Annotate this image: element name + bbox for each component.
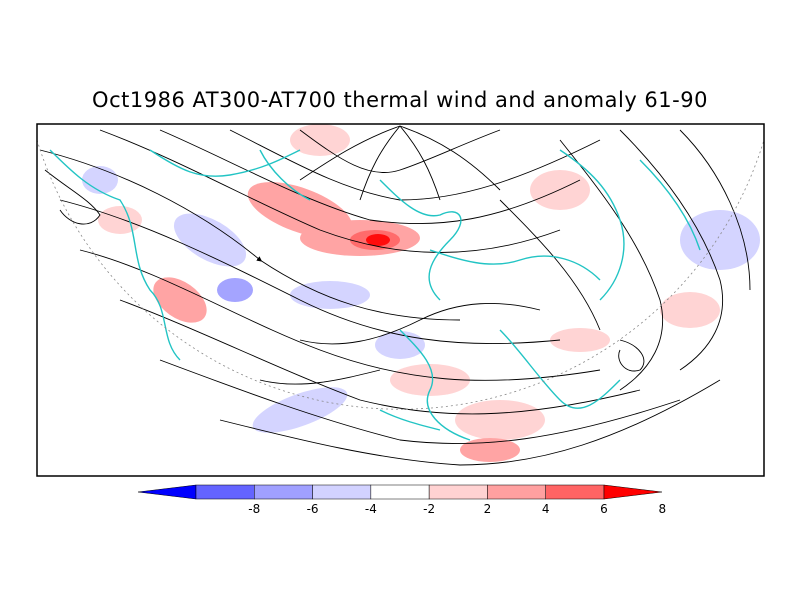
hemisphere-edge — [36, 139, 765, 410]
colorbar-bin — [312, 484, 372, 500]
colorbar-tick-label: 4 — [542, 502, 550, 516]
colorbar-bin — [370, 484, 430, 500]
streamlines — [39, 125, 751, 466]
coastlines — [49, 149, 701, 441]
colorbar-bin — [254, 484, 313, 500]
colorbar-tick-label: 8 — [658, 502, 666, 516]
colorbar-bin — [545, 484, 605, 500]
chart-title: Oct1986 AT300-AT700 thermal wind and ano… — [92, 88, 708, 112]
colorbar-tick-label: -6 — [307, 502, 319, 516]
colorbar-tick-label: -8 — [248, 502, 260, 516]
colorbar-bin — [487, 484, 546, 500]
colorbar-tick-label: 6 — [600, 502, 608, 516]
colorbar-bin — [428, 484, 488, 500]
colorbar-arrow-low — [137, 484, 197, 500]
map-frame-border — [36, 123, 765, 477]
colorbar-tick-label: 2 — [484, 502, 492, 516]
colorbar-arrow-high — [603, 484, 663, 500]
colorbar-tick-label: -4 — [365, 502, 377, 516]
colorbar-bin — [195, 484, 255, 500]
anomaly-shading — [82, 124, 760, 462]
colorbar-tick-label: -2 — [423, 502, 435, 516]
